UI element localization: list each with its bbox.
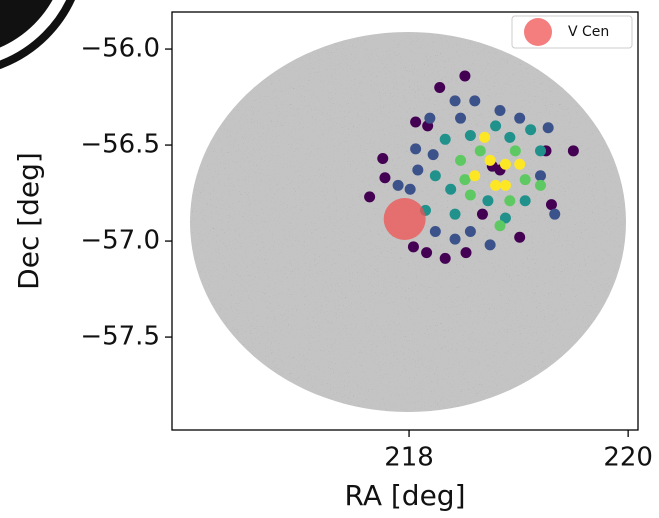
point xyxy=(509,145,521,157)
point xyxy=(499,179,511,191)
point xyxy=(410,116,422,128)
point xyxy=(494,104,506,116)
point xyxy=(421,247,433,259)
point xyxy=(474,145,486,157)
point xyxy=(427,149,439,161)
point xyxy=(392,179,404,191)
point xyxy=(455,154,467,166)
point xyxy=(494,220,506,232)
y-tick-label: −57.5 xyxy=(80,322,160,352)
point xyxy=(469,170,481,182)
point xyxy=(377,153,389,165)
point xyxy=(464,225,476,237)
point xyxy=(535,179,547,191)
point xyxy=(464,129,476,141)
legend-label: V Cen xyxy=(568,24,609,40)
point xyxy=(545,199,557,211)
point xyxy=(449,233,461,245)
legend-swatch xyxy=(524,18,552,46)
point xyxy=(434,81,446,93)
point xyxy=(412,164,424,176)
point xyxy=(410,143,422,155)
point xyxy=(535,170,547,182)
y-tick-label: −56.5 xyxy=(80,130,160,160)
point xyxy=(504,195,516,207)
point xyxy=(499,212,511,224)
point xyxy=(514,158,526,170)
point xyxy=(424,112,436,124)
x-axis-label: RA [deg] xyxy=(345,479,466,512)
point xyxy=(482,195,494,207)
legend: V Cen xyxy=(511,15,633,49)
y-tick-label: −57.0 xyxy=(80,226,160,256)
point xyxy=(459,70,471,82)
point xyxy=(476,208,488,220)
point xyxy=(542,122,554,134)
point xyxy=(469,95,481,107)
y-tick-label: −56.0 xyxy=(80,34,160,64)
point xyxy=(490,179,502,191)
corner-decoration xyxy=(0,0,75,70)
point xyxy=(407,241,419,253)
point xyxy=(449,208,461,220)
point xyxy=(459,174,471,186)
point xyxy=(504,131,516,143)
x-tick-label: 220 xyxy=(603,443,653,473)
point xyxy=(535,145,547,157)
point xyxy=(364,191,376,203)
point xyxy=(460,247,472,259)
point xyxy=(464,189,476,201)
point xyxy=(499,158,511,170)
plot-marks xyxy=(364,70,579,264)
point xyxy=(484,154,496,166)
point xyxy=(519,174,531,186)
plot-frame xyxy=(171,11,639,431)
point xyxy=(490,120,502,132)
point xyxy=(429,170,441,182)
point xyxy=(445,183,457,195)
point xyxy=(567,145,579,157)
point xyxy=(439,252,451,264)
point xyxy=(379,172,391,184)
point xyxy=(549,208,561,220)
y-axis-label: Dec [deg] xyxy=(12,152,45,290)
point xyxy=(479,131,491,143)
point xyxy=(514,231,526,243)
highlight-point xyxy=(383,197,426,240)
x-tick-label: 218 xyxy=(384,443,434,473)
point xyxy=(525,124,537,136)
point xyxy=(484,239,496,251)
point xyxy=(439,133,451,145)
point xyxy=(449,95,461,107)
point xyxy=(519,195,531,207)
point xyxy=(514,112,526,124)
point xyxy=(429,225,441,237)
point xyxy=(455,112,467,124)
point xyxy=(404,183,416,195)
